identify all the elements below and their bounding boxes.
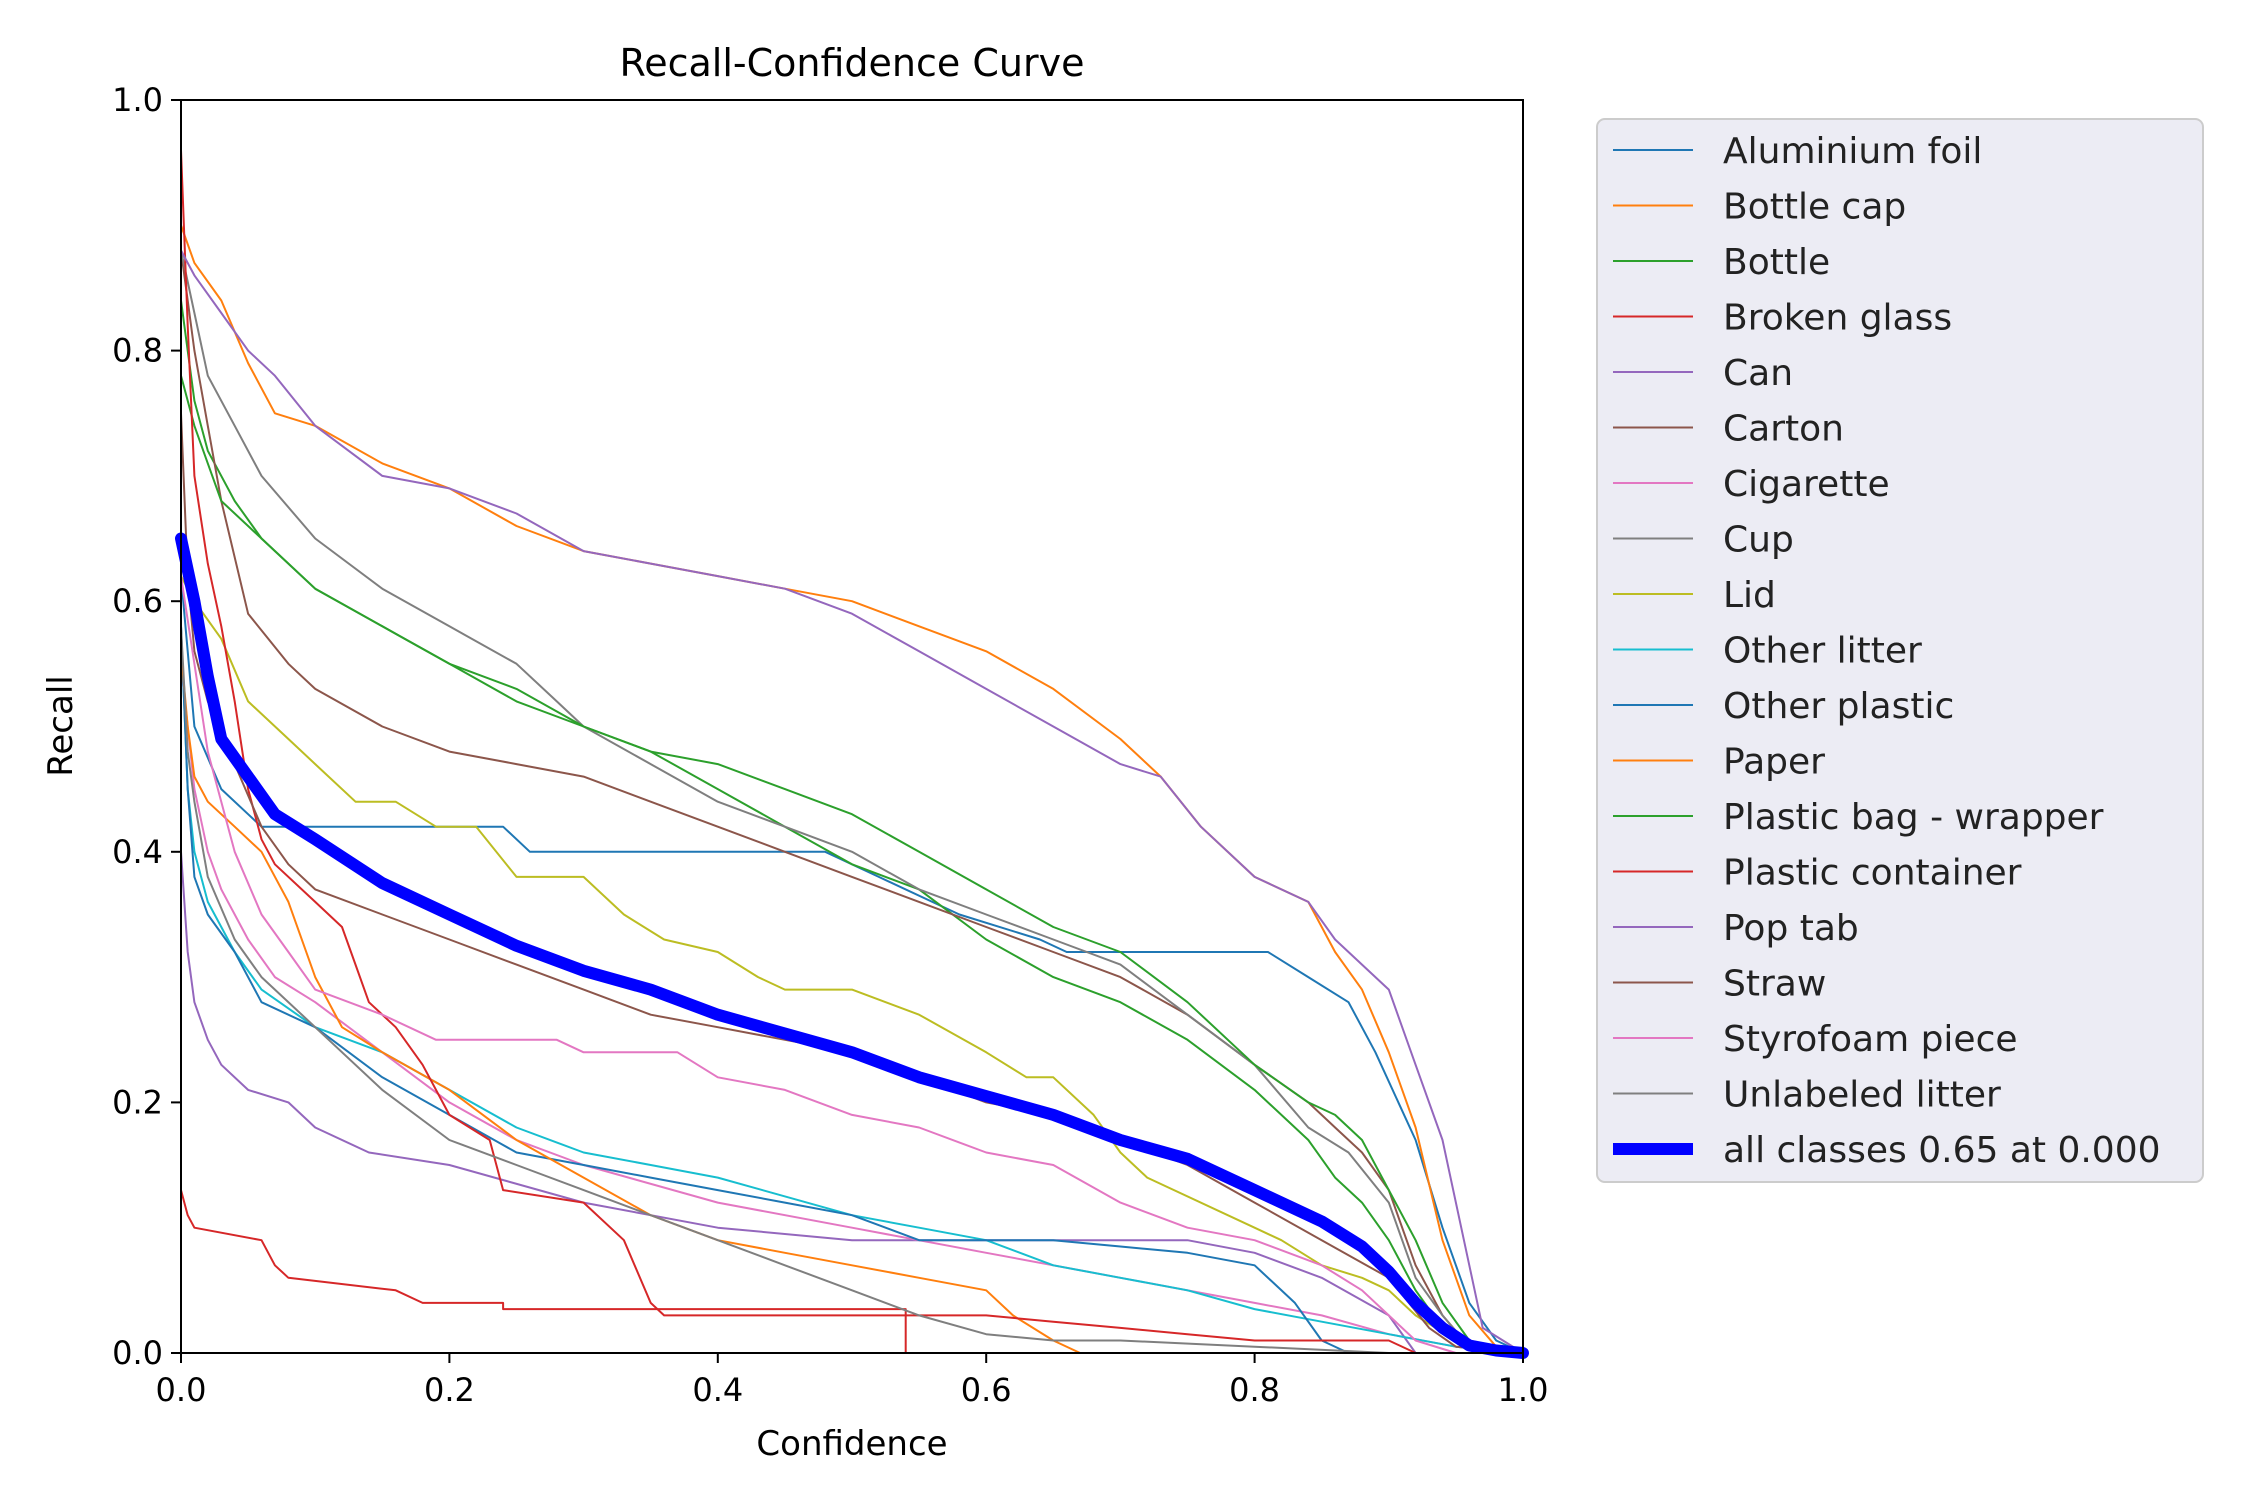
- series-line-16: [180, 575, 1524, 1354]
- x-tick-label: 0.6: [961, 1371, 1012, 1409]
- legend-label: Pop tab: [1723, 908, 1859, 949]
- legend-label: Straw: [1723, 964, 1826, 1005]
- y-tick-label: 1.0: [112, 81, 163, 119]
- y-tick-label: 0.0: [112, 1334, 163, 1372]
- series-line-6: [180, 662, 1524, 1354]
- x-axis-title: Confidence: [756, 1424, 947, 1464]
- series-layer: [175, 149, 1529, 1359]
- series-line-12: [180, 374, 1524, 1354]
- legend-box: [1596, 118, 2204, 1183]
- y-tick-label: 0.8: [112, 332, 163, 370]
- legend-label: Broken glass: [1723, 298, 1952, 339]
- legend-label: Carton: [1723, 409, 1844, 450]
- series-line-3: [180, 1189, 1524, 1354]
- legend: Aluminium foil Bottle cap Bottle Broken gla…: [1596, 118, 2204, 1183]
- y-tick-label: 0.4: [112, 833, 163, 871]
- ticks-layer: 0.0 0.2 0.4 0.6 0.8 1.0 0.0 0.2 0.4 0.6 0.8 1.0: [112, 81, 1548, 1409]
- series-line-5: [180, 249, 1524, 1354]
- y-axis-title: Recall: [41, 675, 81, 776]
- series-line-15: [180, 412, 1524, 1354]
- legend-label: all classes 0.65 at 0.000: [1723, 1130, 2161, 1171]
- legend-label: Other plastic: [1723, 686, 1954, 727]
- series-line-14: [180, 249, 1524, 1354]
- legend-items: Aluminium foil Bottle cap Bottle Broken gla…: [1613, 131, 2161, 1171]
- legend-label: Bottle cap: [1723, 187, 1906, 228]
- series-line-0: [180, 575, 1524, 1354]
- legend-label: Plastic container: [1723, 853, 2022, 894]
- series-line-13: [180, 149, 1524, 1354]
- series-line-11: [180, 650, 1524, 1354]
- legend-label: Unlabeled litter: [1723, 1075, 2001, 1116]
- y-tick-label: 0.6: [112, 582, 163, 620]
- plot-frame: [180, 99, 1524, 1354]
- legend-label: Aluminium foil: [1723, 131, 1982, 172]
- series-line-1: [180, 224, 1524, 1354]
- series-line-8: [180, 575, 1524, 1354]
- x-tick-label: 0.8: [1229, 1371, 1280, 1409]
- legend-label: Cigarette: [1723, 464, 1890, 505]
- x-tick-label: 0.4: [692, 1371, 743, 1409]
- x-tick-label: 0.0: [156, 1371, 207, 1409]
- legend-label: Bottle: [1723, 242, 1830, 283]
- series-line-18: [175, 532, 1529, 1359]
- legend-label: Paper: [1723, 742, 1825, 783]
- legend-label: Lid: [1723, 575, 1776, 616]
- series-line-4: [180, 850, 1524, 1354]
- series-line-7: [180, 249, 1524, 1354]
- chart-title: Recall-Confidence Curve: [620, 41, 1085, 85]
- series-line-17: [180, 625, 1524, 1354]
- legend-label: Plastic bag - wrapper: [1723, 797, 2104, 838]
- legend-label: Can: [1723, 353, 1793, 394]
- x-tick-label: 1.0: [1498, 1371, 1549, 1409]
- legend-label: Cup: [1723, 520, 1794, 561]
- x-tick-label: 0.2: [424, 1371, 475, 1409]
- legend-label: Other litter: [1723, 631, 1922, 672]
- legend-label: Styrofoam piece: [1723, 1019, 2018, 1060]
- series-line-10: [180, 625, 1524, 1354]
- series-line-9: [180, 625, 1524, 1354]
- y-tick-label: 0.2: [112, 1083, 163, 1121]
